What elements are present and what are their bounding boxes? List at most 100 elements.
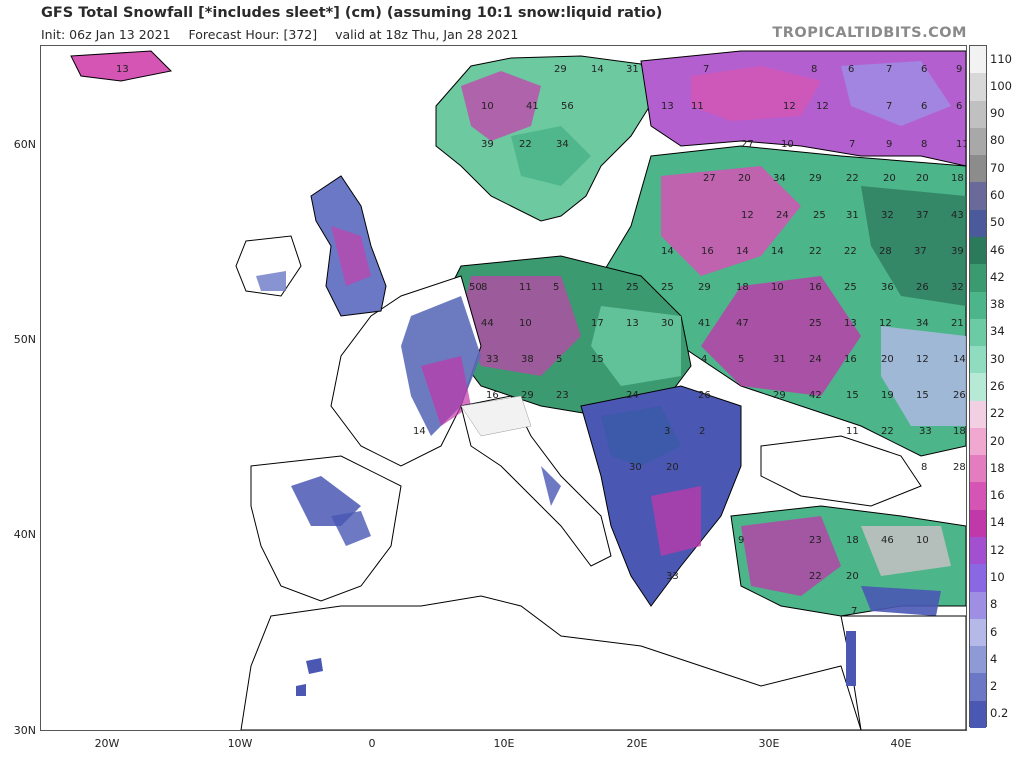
lon-label-20e: 20E [626,737,648,750]
snow-value-label: 29 [698,282,711,293]
snow-value-label: 9 [738,535,744,546]
colorbar-label: 30 [990,351,1005,366]
snow-value-label: 16 [844,354,857,365]
snow-value-label: 6 [921,101,927,112]
snow-value-label: 11 [956,139,966,150]
colorbar-label: 70 [990,160,1005,175]
colorbar-label: 38 [990,297,1005,312]
colorbar-label: 42 [990,269,1005,284]
snow-value-label: 46 [881,535,894,546]
snow-value-label: 47 [736,318,749,329]
snow-value-label: 25 [809,318,822,329]
snow-value-label: 14 [736,246,749,257]
colorbar-label: 10 [990,569,1005,584]
snow-value-label: 25 [661,282,674,293]
colorbar-cell [970,346,986,374]
snow-value-label: 38 [521,354,534,365]
snow-value-label: 12 [783,101,796,112]
snow-value-label: 7 [703,64,709,75]
colorbar-label: 90 [990,106,1005,121]
snow-value-label: 8 [481,282,487,293]
snow-value-label: 11 [591,282,604,293]
snow-value-label: 5 [738,354,744,365]
colorbar-label: 22 [990,406,1005,421]
colorbar-cell [970,264,986,292]
colorbar-cell [970,46,986,74]
colorbar-label: 6 [990,624,998,639]
snow-value-label: 13 [844,318,857,329]
snow-value-label: 26 [698,390,711,401]
snow-value-label: 28 [879,246,892,257]
colorbar-cell [970,182,986,211]
snow-value-label: 14 [591,64,604,75]
snow-value-label: 44 [481,318,494,329]
region-iceland [70,50,173,82]
colorbar-label: 2 [990,679,998,694]
snow-value-label: 15 [916,390,929,401]
colorbar-cell [970,127,986,156]
snow-value-label: 32 [951,282,964,293]
snow-value-label: 25 [813,210,826,221]
snow-value-label: 33 [486,354,499,365]
snow-value-label: 24 [776,210,789,221]
snow-value-label: 31 [846,210,859,221]
snow-value-label: 7 [851,606,857,617]
lon-label-10w: 10W [227,737,253,750]
snow-value-label: 22 [809,246,822,257]
snow-value-label: 11 [691,101,704,112]
snow-value-label: 6 [921,64,927,75]
colorbar-label: 46 [990,242,1005,257]
lon-label-40e: 40E [890,737,912,750]
snow-value-label: 19 [881,390,894,401]
snow-value-labels: 13 29 14 31 7 8 6 7 6 9 10 41 56 13 11 1… [116,64,966,617]
snow-value-label: 33 [666,571,679,582]
colorbar-cell [970,564,986,593]
snow-value-label: 27 [703,173,716,184]
snow-value-label: 41 [698,318,711,329]
colorbar-cell [970,318,986,347]
map-subtitle: Init: 06z Jan 13 2021 Forecast Hour: [37… [41,27,532,42]
snow-value-label: 33 [919,426,932,437]
snow-value-label: 23 [556,390,569,401]
snow-value-label: 29 [809,173,822,184]
colorbar-label: 0.2 [990,706,1009,721]
snow-value-label: 20 [883,173,896,184]
snow-value-label: 15 [591,354,604,365]
colorbar-label: 26 [990,379,1005,393]
snow-value-label: 17 [591,318,604,329]
colorbar-cell [970,236,986,265]
snow-value-label: 20 [666,462,679,473]
colorbar-cell [970,509,986,538]
snow-value-label: 18 [953,426,966,437]
snow-value-label: 22 [844,246,857,257]
colorbar-label: 16 [990,488,1005,503]
snow-value-label: 24 [626,390,639,401]
snow-value-label: 28 [953,462,966,473]
region-iberia [250,455,402,602]
snow-value-label: 6 [956,101,962,112]
region-black-sea [760,435,922,507]
snow-value-label: 18 [736,282,749,293]
colorbar-label: 14 [990,515,1005,530]
snow-value-label: 22 [881,426,894,437]
snow-value-label: 13 [116,64,129,75]
snow-value-label: 14 [953,354,966,365]
snow-value-label: 5 [553,282,559,293]
lon-label-30e: 30E [758,737,780,750]
snow-value-label: 16 [486,390,499,401]
region-north-africa [240,595,862,730]
snow-value-label: 26 [953,390,966,401]
colorbar-label: 20 [990,433,1005,448]
snow-value-label: 7 [886,101,892,112]
snow-value-label: 18 [951,173,964,184]
snow-value-label: 12 [916,354,929,365]
snow-value-label: 29 [554,64,567,75]
lat-label-30n: 30N [13,724,36,737]
colorbar-label: 50 [990,215,1005,230]
snow-value-label: 25 [844,282,857,293]
snow-value-label: 29 [521,390,534,401]
snow-value-label: 3 [664,426,670,437]
snow-value-label: 30 [661,318,674,329]
colorbar-label: 100 [990,78,1012,93]
snowfall-map: 13 29 14 31 7 8 6 7 6 9 10 41 56 13 11 1… [40,45,967,731]
